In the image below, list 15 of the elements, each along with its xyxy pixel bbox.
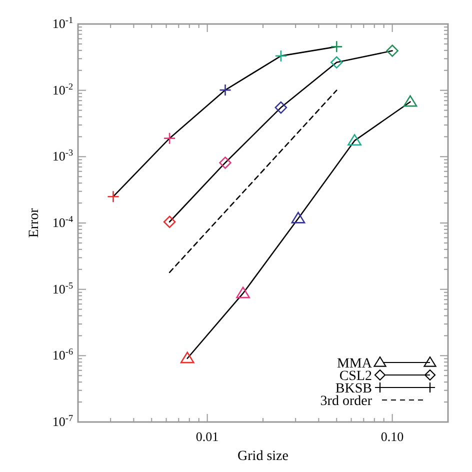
y-tick-label: 10$^{-4}$ xyxy=(52,214,74,230)
legend-label: 3rd order xyxy=(320,394,372,409)
x-tick-label: 0.01 xyxy=(196,429,219,444)
y-tick-label: 10$^{-7}$ xyxy=(52,413,74,429)
legend-label: BKSB xyxy=(335,382,372,396)
y-axis-title: Error xyxy=(27,208,42,238)
y-tick-label: 10$^{-3}$ xyxy=(52,148,74,164)
x-axis-title: Grid size xyxy=(238,449,288,464)
y-tick-label: 10$^{-1}$ xyxy=(52,15,73,31)
y-tick-label: 10$^{-6}$ xyxy=(52,346,74,363)
legend-label: MMA xyxy=(336,356,373,372)
legend-label: CSL2 xyxy=(339,369,372,384)
x-tick-label: 0.10 xyxy=(380,429,404,444)
y-tick-label: 10$^{-2}$ xyxy=(52,81,74,98)
y-tick-label: 10$^{-5}$ xyxy=(52,280,74,296)
